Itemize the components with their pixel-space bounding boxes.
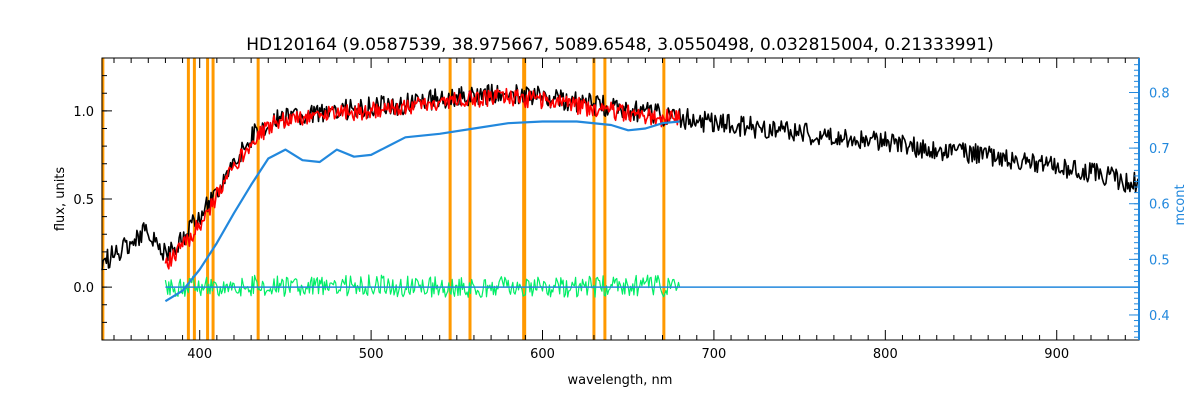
x-tick-label: 900 bbox=[1044, 347, 1069, 362]
x-tick-label: 500 bbox=[359, 347, 384, 362]
x-tick-label: 700 bbox=[702, 347, 727, 362]
series-line-model bbox=[164, 87, 681, 270]
y-axis-label-left: flux, units bbox=[53, 167, 68, 232]
y-tick-label-left: 0.5 bbox=[73, 193, 94, 208]
x-tick-label: 800 bbox=[873, 347, 898, 362]
y-tick-label-right: 0.4 bbox=[1149, 309, 1170, 324]
vertical-marker-lines bbox=[101, 58, 666, 340]
x-axis-label: wavelength, nm bbox=[568, 373, 673, 388]
y-tick-label-right: 0.5 bbox=[1149, 253, 1170, 268]
y-tick-label-right: 0.6 bbox=[1149, 198, 1170, 213]
y-axis-label-right: mcont bbox=[1173, 184, 1188, 225]
data-series-group bbox=[101, 83, 1140, 303]
y-tick-label-left: 1.0 bbox=[73, 105, 94, 120]
y-tick-label-right: 0.8 bbox=[1149, 86, 1170, 101]
chart-title: HD120164 (9.0587539, 38.975667, 5089.654… bbox=[246, 35, 994, 55]
series-line-residual bbox=[164, 274, 681, 298]
x-tick-label: 600 bbox=[530, 347, 555, 362]
axes-group: 400 500 600 700 800 900 0.0 0.5 1.0 0.4 0.5 0.6 0.7 0… bbox=[73, 58, 1170, 362]
y-tick-label-left: 0.0 bbox=[73, 281, 94, 296]
series-line-continuum bbox=[164, 120, 680, 303]
y-tick-label-right: 0.7 bbox=[1149, 142, 1170, 157]
x-tick-label: 400 bbox=[187, 347, 212, 362]
